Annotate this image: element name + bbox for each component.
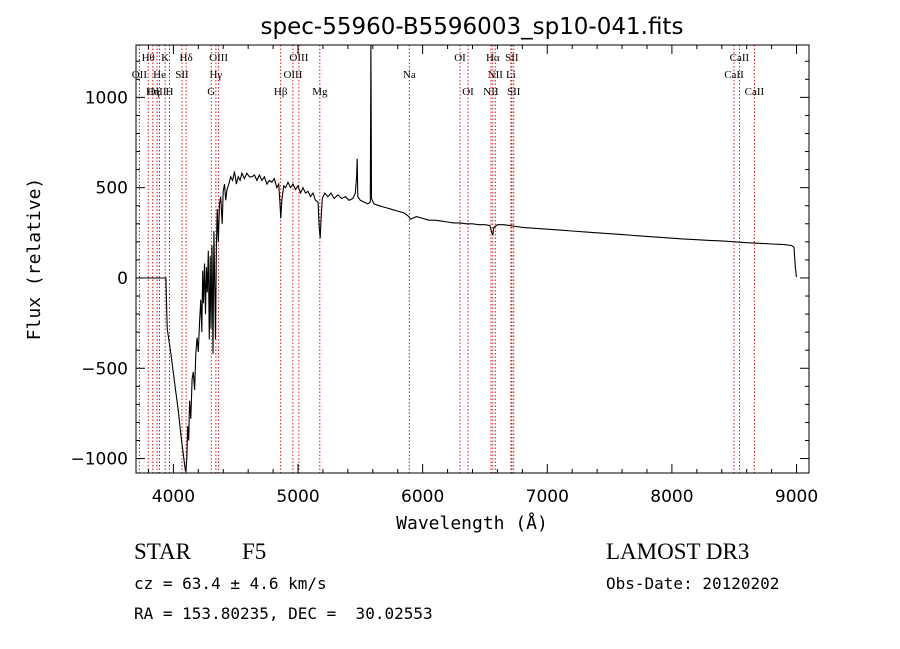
marker-label-26: CaII [724, 69, 744, 81]
marker-label-5: Hη [146, 86, 160, 98]
redshift-value: cz = 63.4 ± 4.6 km/s [134, 574, 327, 593]
marker-label-15: Mg [312, 86, 328, 98]
plot-frame [135, 44, 810, 474]
marker-label-27: CaII [745, 86, 765, 98]
marker-label-12: OIII [289, 52, 308, 64]
x-axis-label: Wavelength (Å) [396, 512, 548, 534]
y-tick-label--500: −500 [81, 359, 128, 379]
marker-label-7: H [166, 86, 174, 98]
marker-label-22: SII [505, 52, 519, 64]
marker-label-3: K [161, 52, 169, 64]
y-tick-label-500: 500 [96, 179, 128, 199]
marker-label-6: SII [175, 69, 189, 81]
marker-label-9: OIII [209, 52, 228, 64]
marker-label-19: Hα [486, 52, 500, 64]
x-tick-label-6000: 6000 [401, 487, 444, 507]
y-tick-label--1000: −1000 [70, 450, 128, 470]
y-tick-label-0: 0 [117, 269, 128, 289]
marker-label-4: He [153, 69, 166, 81]
marker-label-23: Li [506, 69, 516, 81]
marker-label-13: OIII [283, 69, 302, 81]
axis-ticks: 4000 5000 6000 7000 8000 9000 −1000 −500 0 500 100… [70, 45, 818, 507]
x-tick-label-8000: 8000 [650, 487, 693, 507]
marker-label-8: Hδ [180, 52, 193, 64]
y-axis-label: Flux (relative) [24, 178, 45, 341]
y-tick-label-1000: 1000 [85, 88, 128, 108]
object-subclass: F5 [242, 539, 267, 564]
flux-series-line [136, 44, 798, 473]
marker-label-0: Hθ [142, 52, 155, 64]
object-class: STAR [134, 539, 191, 564]
x-tick-label-7000: 7000 [526, 487, 569, 507]
marker-label-11: G [207, 86, 215, 98]
marker-label-10: Hγ [209, 69, 222, 81]
obs-date: Obs-Date: 20120202 [606, 574, 780, 593]
chart-title: spec-55960-B5596003_sp10-041.fits [261, 14, 684, 40]
marker-label-21: NII [483, 86, 499, 98]
marker-label-16: Na [403, 69, 416, 81]
marker-label-25: CaII [730, 52, 750, 64]
x-tick-label-9000: 9000 [775, 487, 818, 507]
marker-label-18: OI [462, 86, 474, 98]
coordinates: RA = 153.80235, DEC = 30.02553 [134, 604, 433, 623]
x-tick-label-5000: 5000 [276, 487, 319, 507]
marker-label-20: NII [488, 69, 504, 81]
marker-label-14: Hβ [274, 86, 288, 98]
survey-name: LAMOST DR3 [606, 539, 750, 564]
marker-label-24: SII [507, 86, 521, 98]
x-tick-label-4000: 4000 [152, 487, 195, 507]
marker-label-17: OI [454, 52, 466, 64]
